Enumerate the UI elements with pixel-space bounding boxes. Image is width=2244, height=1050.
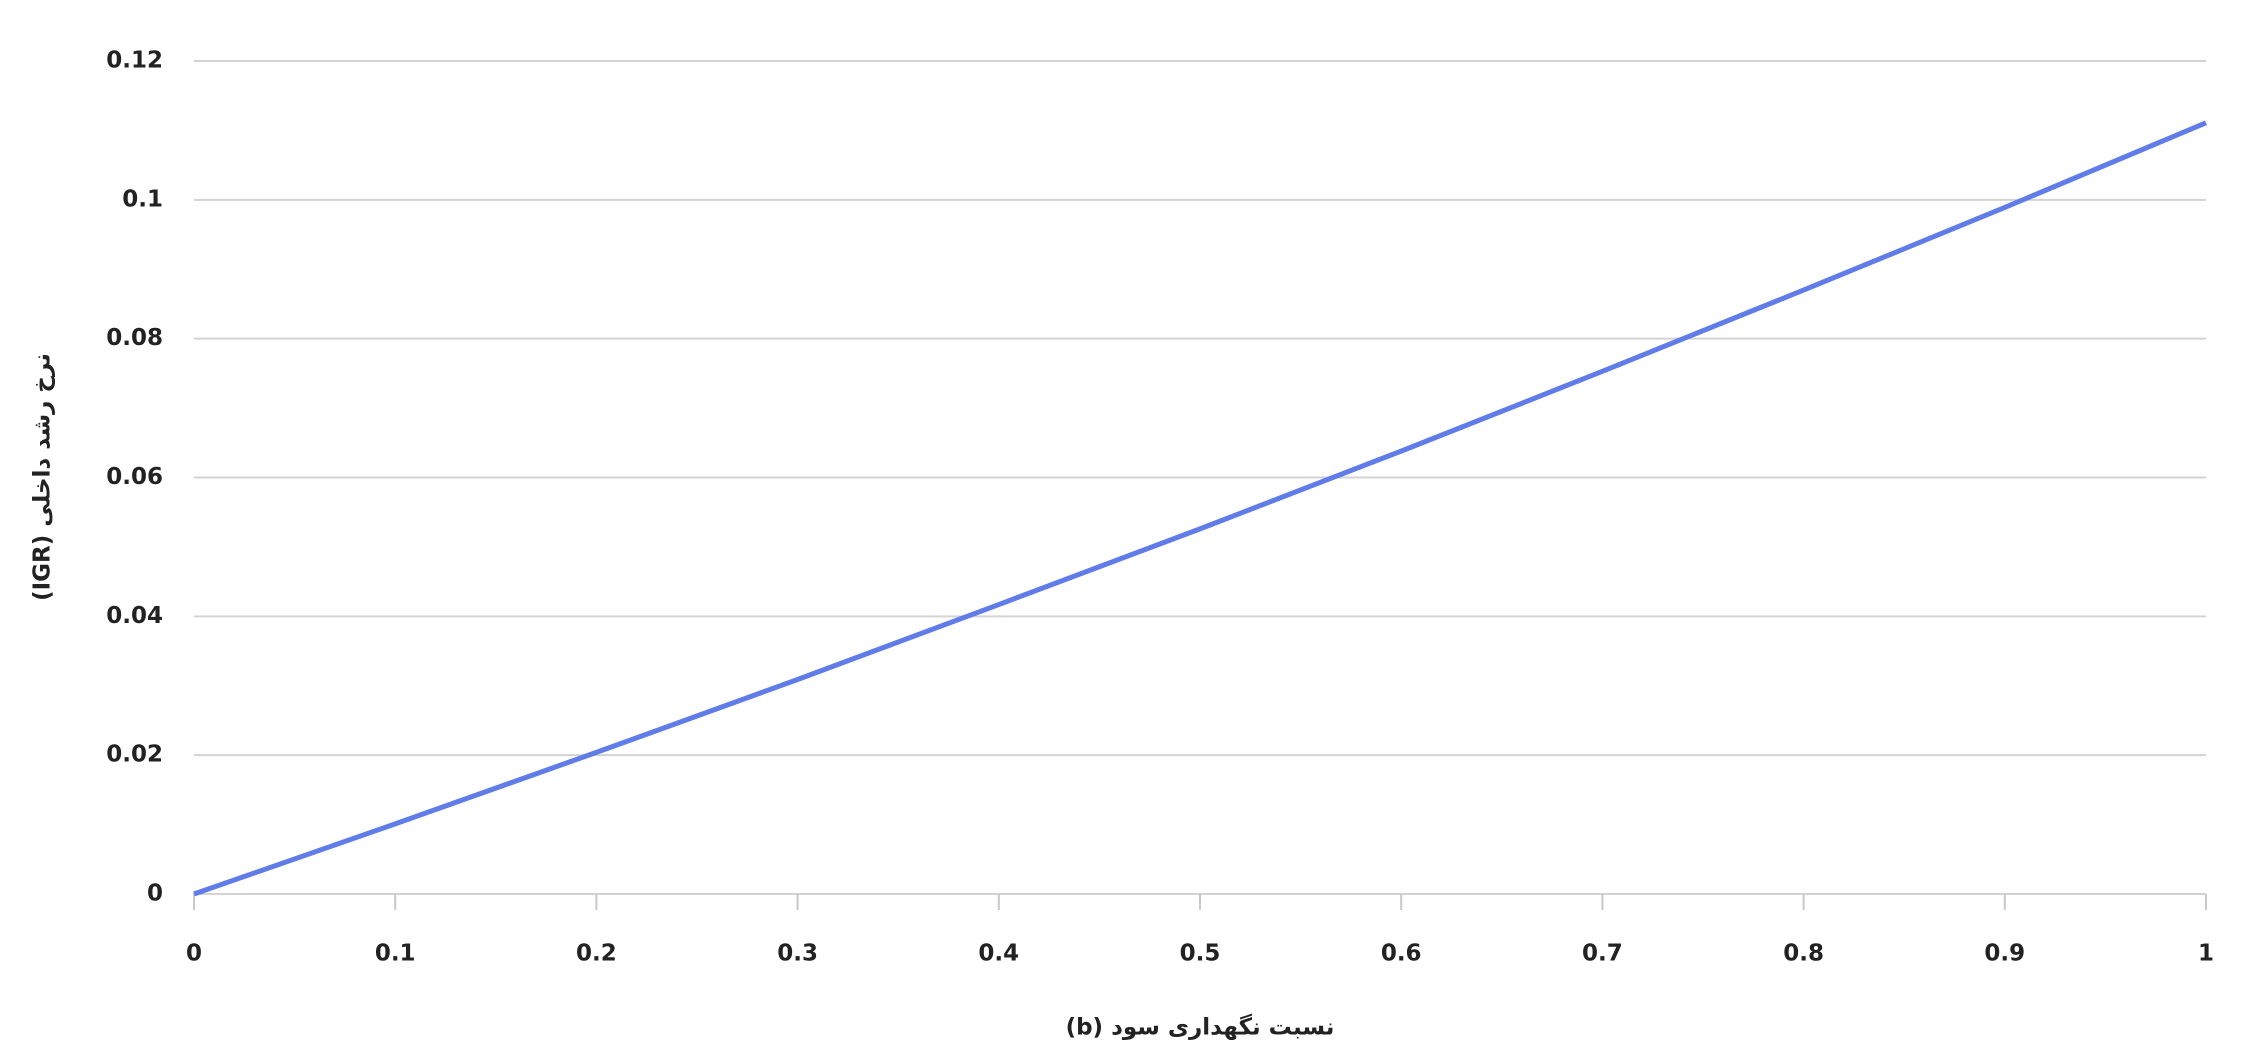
x-tick-label: 0.8 <box>1783 941 1824 967</box>
x-tick-label: 0.9 <box>1984 941 2025 967</box>
y-tick-label: 0.04 <box>106 603 163 629</box>
x-axis-title: (b) نسبت نگهداری سود <box>1066 1014 1335 1041</box>
y-tick-label: 0 <box>147 881 163 907</box>
x-tick-label: 0.3 <box>777 941 818 967</box>
x-tick-label: 0.6 <box>1381 941 1422 967</box>
y-tick-label: 0.02 <box>106 742 163 768</box>
x-tick-label: 0.1 <box>375 941 416 967</box>
x-tick-label: 0 <box>186 941 202 967</box>
x-tick-label: 0.4 <box>978 941 1019 967</box>
x-tick-label: 0.2 <box>576 941 617 967</box>
y-tick-label: 0.1 <box>122 186 163 212</box>
x-tick-label: 0.7 <box>1582 941 1623 967</box>
data-line <box>193 120 2207 897</box>
y-tick-label: 0.06 <box>106 464 163 490</box>
y-tick-label: 0.12 <box>106 48 163 74</box>
y-axis-title: (IGR) نرخ رشد داخلی <box>30 353 56 601</box>
y-tick-label: 0.08 <box>106 325 163 351</box>
x-tick-label: 0.5 <box>1180 941 1221 967</box>
x-tick-label: 1 <box>2198 941 2214 967</box>
